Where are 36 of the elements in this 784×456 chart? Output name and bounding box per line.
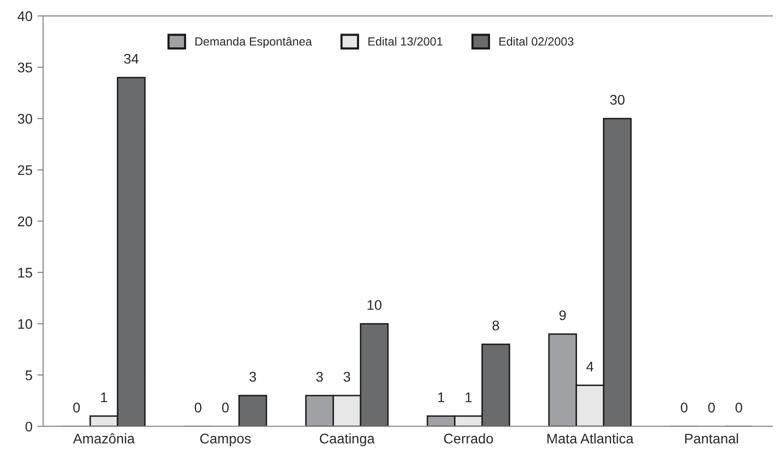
y-tick-label: 20: [18, 216, 32, 226]
legend-label: Edital 13/2001: [368, 36, 442, 46]
data-label: 10: [368, 300, 382, 310]
data-label: 8: [492, 320, 500, 330]
data-label: 0: [194, 402, 202, 413]
data-label: 1: [101, 392, 108, 402]
x-tick-label: Campos: [200, 434, 251, 446]
y-tick-label: 30: [18, 114, 32, 124]
x-tick-label: Mata Atlantica: [547, 433, 634, 444]
y-tick-label: 25: [18, 165, 32, 176]
data-label: 9: [559, 310, 566, 320]
x-tick-label: Cerrado: [444, 433, 493, 444]
data-label: 0: [708, 402, 715, 413]
data-label: 3: [316, 372, 323, 382]
data-label: 0: [736, 402, 742, 413]
legend-label: Edital 02/2003: [499, 36, 574, 46]
x-tick-label: Amazônia: [73, 433, 135, 444]
x-tick-label: Pantanal: [685, 433, 738, 444]
data-label: 3: [249, 372, 256, 382]
legend-label: Demanda Espontânea: [195, 36, 312, 48]
y-tick-label: 15: [18, 268, 32, 278]
data-label: 30: [610, 94, 624, 105]
y-tick-label: 0: [26, 422, 32, 432]
x-tick-label: Caatinga: [320, 433, 375, 446]
y-tick-label: 40: [18, 11, 32, 22]
data-label: 0: [73, 402, 80, 413]
data-label: 1: [438, 392, 444, 402]
data-label: 1: [466, 392, 472, 402]
data-label: 0: [680, 402, 688, 413]
y-tick-label: 5: [26, 370, 32, 380]
y-tick-label: 10: [18, 319, 32, 329]
data-label: 0: [222, 402, 229, 413]
y-tick-label: 35: [18, 62, 32, 72]
data-label: 4: [586, 362, 594, 372]
data-label: 3: [344, 372, 350, 382]
data-label: 34: [124, 54, 139, 64]
